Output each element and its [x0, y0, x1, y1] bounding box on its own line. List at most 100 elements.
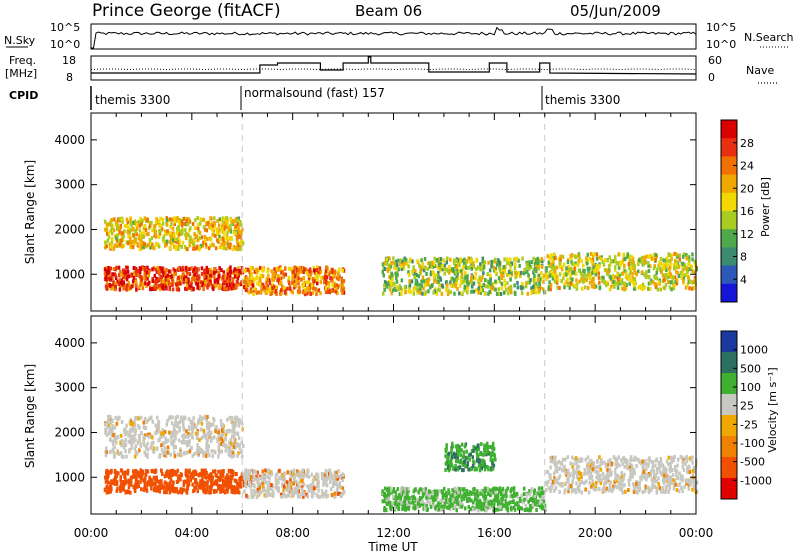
echo-cell	[588, 276, 591, 280]
echo-cell	[105, 277, 108, 282]
echo-cell	[451, 444, 455, 449]
echo-cell	[572, 270, 576, 275]
echo-cell	[110, 428, 114, 432]
echo-cell	[321, 494, 325, 499]
echo-cell	[450, 448, 453, 453]
echo-cell	[448, 497, 451, 502]
echo-cell	[127, 479, 130, 484]
echo-cell	[160, 227, 164, 232]
echo-cell	[192, 416, 195, 421]
echo-cell	[390, 282, 393, 287]
echo-cell	[213, 271, 216, 275]
echo-cell	[543, 273, 546, 278]
echo-cell	[471, 463, 475, 468]
echo-cell	[243, 475, 247, 480]
echo-cell	[312, 286, 315, 291]
echo-cell	[464, 464, 467, 469]
echo-cell	[215, 430, 219, 434]
echo-cell	[472, 281, 476, 286]
echo-cell	[209, 276, 212, 281]
echo-cell	[234, 286, 237, 290]
echo-cell	[133, 487, 137, 492]
echo-cell	[194, 424, 198, 429]
echo-cell	[143, 242, 147, 247]
echo-cell	[506, 508, 510, 513]
echo-cell	[441, 267, 444, 272]
echo-cell	[201, 470, 205, 475]
echo-cell	[196, 431, 200, 436]
echo-cell	[219, 473, 222, 478]
echo-cell	[612, 259, 615, 264]
echo-cell	[464, 265, 468, 270]
echo-cell	[248, 281, 251, 286]
echo-cell	[291, 280, 294, 285]
freq-unit: [MHz]	[5, 67, 37, 80]
echo-cell	[249, 484, 252, 489]
echo-cell	[117, 434, 120, 439]
echo-cell	[137, 438, 140, 443]
echo-cell	[428, 264, 432, 269]
echo-cell	[474, 495, 477, 499]
echo-cell	[395, 287, 398, 292]
echo-cell	[390, 271, 393, 276]
echo-cell	[395, 259, 398, 264]
echo-cell	[317, 488, 320, 493]
echo-cell	[561, 254, 565, 259]
echo-cell	[542, 287, 545, 292]
echo-cell	[452, 451, 456, 456]
echo-cell	[432, 270, 435, 275]
echo-cell	[455, 508, 458, 513]
echo-cell	[141, 266, 144, 271]
echo-cell	[163, 489, 166, 494]
echo-cell	[505, 287, 508, 292]
echo-cell	[602, 262, 606, 267]
echo-cell	[233, 274, 237, 279]
echo-cell	[456, 444, 460, 449]
echo-cell	[234, 415, 237, 420]
echo-cell	[482, 282, 485, 287]
echo-cell	[261, 268, 264, 273]
echo-cell	[536, 491, 539, 496]
echo-cell	[426, 282, 429, 287]
echo-cell	[233, 434, 236, 439]
echo-cell	[179, 451, 183, 456]
echo-cell	[533, 267, 536, 272]
echo-cell	[250, 488, 253, 493]
echo-cell	[529, 505, 533, 510]
echo-cell	[421, 291, 424, 296]
echo-cell	[105, 222, 109, 227]
echo-cell	[435, 273, 438, 277]
echo-cell	[594, 266, 598, 271]
echo-cell	[272, 493, 275, 498]
echo-cell	[129, 285, 132, 290]
echo-cell	[280, 472, 284, 477]
echo-cell	[184, 232, 187, 237]
echo-cell	[176, 476, 180, 481]
echo-cell	[677, 264, 681, 269]
echo-cell	[687, 255, 691, 260]
echo-cell	[117, 265, 121, 270]
echo-cell	[403, 499, 407, 504]
echo-cell	[237, 216, 241, 221]
echo-cell	[294, 284, 298, 289]
echo-cell	[111, 286, 114, 291]
echo-cell	[157, 425, 161, 430]
echo-cell	[518, 263, 521, 268]
echo-cell	[177, 235, 180, 240]
echo-cell	[468, 453, 471, 458]
echo-cell	[114, 477, 118, 482]
echo-cell	[326, 483, 329, 488]
echo-cell	[486, 441, 489, 446]
echo-cell	[103, 267, 107, 272]
echo-cell	[433, 262, 436, 266]
echo-cell	[400, 278, 404, 283]
echo-cell	[203, 227, 207, 232]
echo-cell	[631, 256, 635, 261]
echo-cell	[166, 486, 170, 491]
echo-cell	[201, 243, 204, 248]
echo-cell	[337, 277, 340, 282]
echo-cell	[235, 472, 238, 477]
echo-cell	[151, 435, 154, 440]
echo-cell	[169, 282, 172, 287]
echo-cell	[142, 478, 145, 483]
